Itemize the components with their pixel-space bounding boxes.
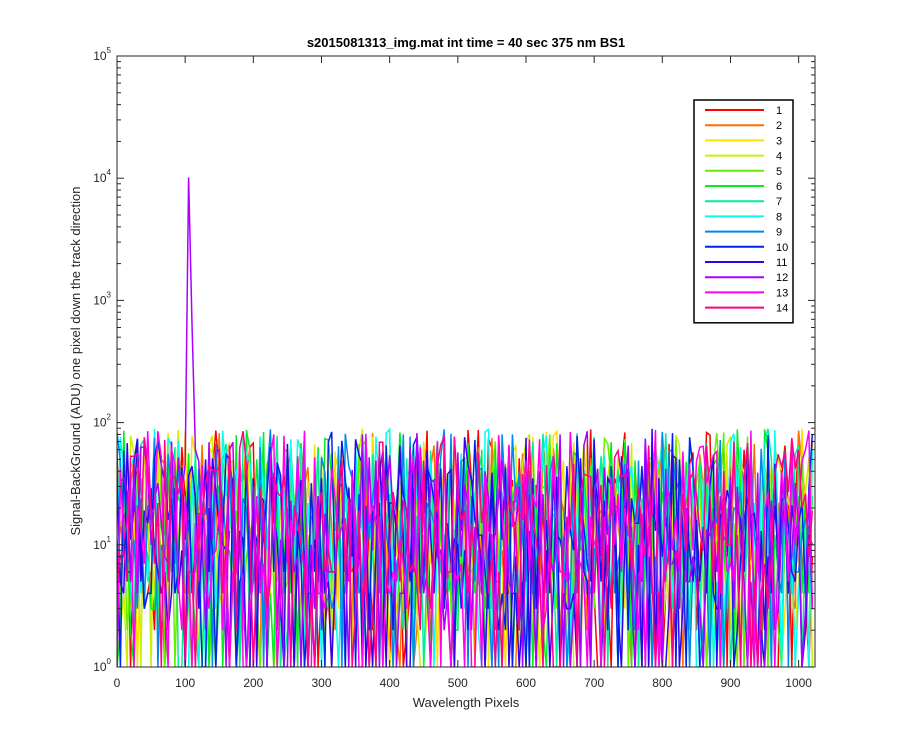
legend-label-9: 9 <box>776 227 782 239</box>
x-tick-label: 800 <box>652 676 672 690</box>
y-tick-label: 103 <box>93 290 111 307</box>
series-layer <box>117 177 814 667</box>
plot-frame <box>116 55 816 668</box>
legend-label-8: 8 <box>776 211 782 223</box>
legend-label-10: 10 <box>776 242 788 254</box>
legend-label-12: 12 <box>776 272 788 284</box>
legend-label-1: 1 <box>776 105 782 117</box>
x-tick-label: 1000 <box>785 676 812 690</box>
x-tick-label: 700 <box>584 676 604 690</box>
x-tick-label: 500 <box>448 676 468 690</box>
legend-label-3: 3 <box>776 135 782 147</box>
x-axis-label: Wavelength Pixels <box>413 695 520 710</box>
legend-label-11: 11 <box>776 257 787 269</box>
series-line-13 <box>117 429 814 667</box>
x-tick-label: 100 <box>175 676 195 690</box>
y-tick-label: 100 <box>93 657 111 674</box>
y-axis-label: Signal-BackGround (ADU) one pixel down t… <box>68 186 83 535</box>
chart-title: s2015081313_img.mat int time = 40 sec 37… <box>307 35 625 50</box>
x-tick-label: 600 <box>516 676 536 690</box>
legend-box <box>693 99 794 324</box>
x-tick-label: 300 <box>311 676 331 690</box>
legend-label-6: 6 <box>776 181 782 193</box>
legend-label-5: 5 <box>776 166 782 178</box>
y-tick-label: 104 <box>93 168 111 185</box>
series-line-14 <box>117 431 814 667</box>
legend-label-14: 14 <box>776 303 788 315</box>
x-tick-label: 0 <box>114 676 121 690</box>
y-tick-label: 102 <box>93 413 111 430</box>
legend-label-4: 4 <box>776 151 782 163</box>
legend-label-7: 7 <box>776 196 782 208</box>
tick-layer: 0 100 200 300 400 500 600 700 800 900 100010010110… <box>93 46 815 690</box>
legend-label-2: 2 <box>776 120 782 132</box>
legend-label-13: 13 <box>776 287 788 299</box>
x-tick-label: 200 <box>243 676 263 690</box>
y-tick-label: 101 <box>93 535 111 552</box>
x-tick-label: 400 <box>380 676 400 690</box>
x-tick-label: 900 <box>720 676 740 690</box>
series-line-11 <box>117 428 814 667</box>
y-tick-label: 105 <box>93 46 111 63</box>
series-line-12 <box>117 177 814 667</box>
